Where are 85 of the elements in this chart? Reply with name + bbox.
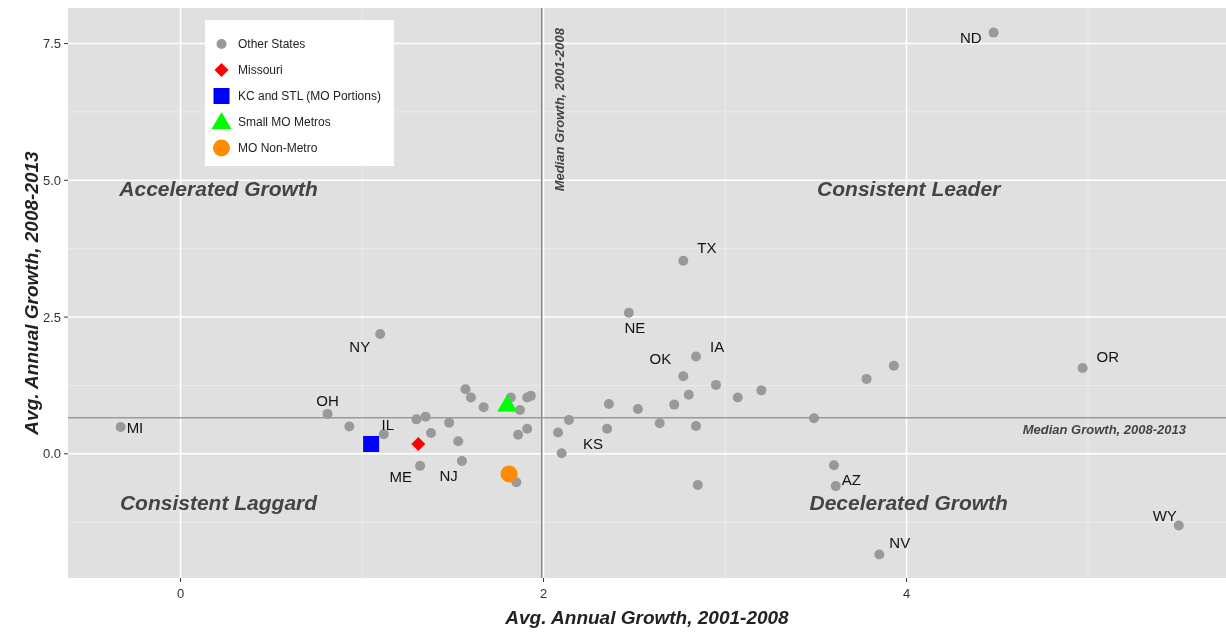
legend-label: KC and STL (MO Portions) bbox=[238, 89, 381, 104]
y-tick-label: 5.0 bbox=[42, 172, 61, 188]
legend-label: Missouri bbox=[238, 63, 283, 78]
point bbox=[732, 392, 743, 403]
point bbox=[691, 351, 702, 362]
point bbox=[460, 384, 471, 395]
legend-label: Small MO Metros bbox=[238, 115, 331, 130]
point bbox=[420, 411, 431, 422]
point bbox=[692, 480, 703, 491]
point bbox=[669, 399, 680, 410]
annotation: NE bbox=[624, 318, 646, 336]
point bbox=[363, 435, 380, 452]
point bbox=[603, 399, 614, 410]
point bbox=[683, 389, 694, 400]
y-tick-label: 0.0 bbox=[42, 446, 61, 462]
point bbox=[478, 402, 489, 413]
point bbox=[861, 373, 872, 384]
point bbox=[375, 329, 386, 340]
point bbox=[691, 420, 702, 431]
point bbox=[453, 436, 464, 447]
annotation: ME bbox=[389, 467, 413, 485]
legend-label: MO Non-Metro bbox=[238, 141, 318, 156]
point bbox=[522, 423, 533, 434]
x-tick-label: 0 bbox=[176, 586, 185, 601]
point bbox=[602, 423, 613, 434]
point bbox=[556, 448, 567, 459]
y-axis-title: Avg. Annual Growth, 2008-2013 bbox=[21, 150, 42, 436]
point bbox=[632, 403, 643, 414]
point bbox=[426, 428, 437, 439]
annotation: OK bbox=[649, 350, 672, 368]
annotation: MI bbox=[126, 419, 144, 437]
annotation: NY bbox=[349, 338, 371, 356]
point bbox=[344, 421, 355, 432]
point bbox=[553, 427, 564, 438]
annotation: OH bbox=[316, 391, 339, 409]
annotation: NV bbox=[889, 534, 911, 552]
point bbox=[710, 379, 721, 390]
point bbox=[514, 405, 525, 416]
point bbox=[115, 422, 126, 433]
point bbox=[830, 481, 841, 492]
point bbox=[411, 414, 422, 425]
annotation: WY bbox=[1152, 507, 1177, 525]
point bbox=[678, 371, 689, 382]
ref-line-label: Median Growth, 2008-2013 bbox=[1022, 421, 1187, 437]
annotation: TX bbox=[697, 238, 717, 256]
point bbox=[1173, 520, 1184, 531]
y-tick-label: 2.5 bbox=[42, 309, 61, 325]
point bbox=[465, 392, 476, 403]
annotation: Accelerated Growth bbox=[118, 177, 318, 201]
x-tick-label: 2 bbox=[539, 586, 548, 601]
annotation: IA bbox=[710, 338, 725, 356]
x-tick-label: 4 bbox=[902, 586, 911, 601]
annotation: AZ bbox=[841, 471, 861, 489]
annotation: OR bbox=[1096, 347, 1120, 365]
annotation: Consistent Leader bbox=[817, 177, 1003, 201]
point bbox=[415, 460, 426, 471]
point bbox=[456, 455, 467, 466]
ref-line-label: Median Growth, 2001-2008 bbox=[551, 27, 567, 192]
point bbox=[756, 385, 767, 396]
annotation: ND bbox=[960, 28, 982, 46]
x-axis-title: Avg. Annual Growth, 2001-2008 bbox=[504, 607, 790, 628]
point bbox=[500, 465, 518, 483]
point bbox=[888, 360, 899, 371]
point bbox=[378, 429, 389, 440]
point bbox=[678, 255, 689, 266]
annotation: KS bbox=[583, 434, 604, 452]
point bbox=[874, 549, 885, 560]
point bbox=[497, 394, 518, 412]
point bbox=[828, 460, 839, 471]
point bbox=[444, 417, 455, 428]
annotation: NJ bbox=[439, 466, 458, 484]
point bbox=[513, 429, 524, 440]
point bbox=[988, 27, 999, 38]
point bbox=[623, 307, 634, 318]
point bbox=[411, 436, 426, 451]
point bbox=[808, 413, 819, 424]
annotation: Decelerated Growth bbox=[809, 490, 1008, 514]
legend-label: Other States bbox=[238, 37, 306, 52]
annotation: IL bbox=[381, 416, 395, 434]
point bbox=[563, 414, 574, 425]
point bbox=[654, 418, 665, 429]
y-tick-label: 7.5 bbox=[42, 36, 61, 52]
annotation: Consistent Laggard bbox=[119, 490, 319, 514]
point bbox=[1077, 362, 1088, 373]
point bbox=[322, 408, 333, 419]
